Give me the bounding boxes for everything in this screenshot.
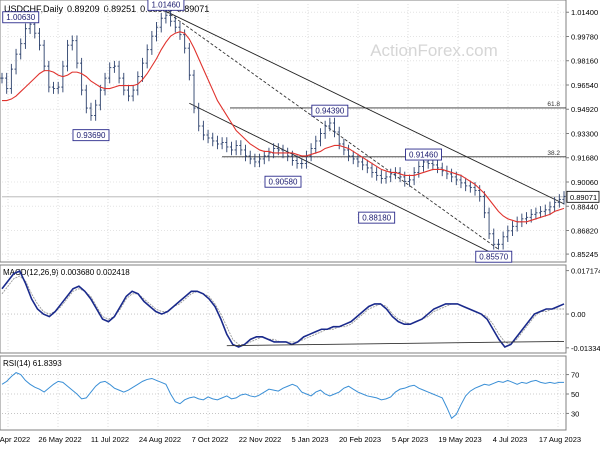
x-tick-label: 24 Aug 2022 bbox=[139, 435, 181, 444]
level-label-box bbox=[264, 175, 302, 188]
macd-trendline bbox=[226, 340, 565, 347]
rsi-tick-label: 50 bbox=[571, 390, 579, 399]
x-tick-label: 22 Nov 2022 bbox=[239, 435, 282, 444]
x-tick-label: 11 Jul 2022 bbox=[91, 435, 129, 444]
price-tick-label: 0.99780 bbox=[571, 32, 598, 41]
rsi-tick-label: 30 bbox=[571, 409, 579, 418]
price-tick-label: 1.01400 bbox=[571, 8, 598, 17]
current-price-label: 0.89071 bbox=[570, 193, 597, 202]
price-tick-label: 0.98160 bbox=[571, 57, 598, 66]
macd-tick-label: 0.017174 bbox=[571, 267, 600, 276]
macd-main-line bbox=[1, 270, 565, 348]
fib-level-label: 38.2 bbox=[547, 150, 560, 157]
level-label-box bbox=[358, 211, 396, 224]
price-tick-label: 0.96540 bbox=[571, 81, 598, 90]
level-label-box bbox=[475, 250, 513, 263]
current-price-box bbox=[566, 190, 600, 203]
x-tick-label: 5 Jan 2023 bbox=[291, 435, 328, 444]
level-label-box bbox=[2, 11, 40, 24]
level-label-text: 0.94390 bbox=[315, 107, 344, 116]
dashed-trendline bbox=[165, 10, 499, 250]
rsi-panel-frame bbox=[0, 355, 567, 431]
x-tick-label: 5 Apr 2023 bbox=[392, 435, 428, 444]
rsi-line bbox=[1, 372, 564, 420]
macd-panel-frame bbox=[0, 264, 567, 354]
x-tick-label: 19 May 2023 bbox=[438, 435, 481, 444]
macd-tick-label: 0.00 bbox=[571, 310, 586, 319]
watermark: ActionForex.com bbox=[370, 41, 498, 60]
symbol-label: USDCHF bbox=[4, 4, 42, 14]
grid-layer bbox=[2, 4, 564, 428]
price-layer: 61.8 38.2 1.00630 0.93690 1.01460 0.90580 0.94… bbox=[0, 0, 566, 263]
channel-upper-line bbox=[165, 10, 565, 205]
ohlc-high: 0.89251 bbox=[104, 4, 137, 14]
macd-label: MACD(12,26,9) 0.003680 0.002418 bbox=[3, 268, 130, 277]
level-label-text: 1.01460 bbox=[151, 1, 180, 10]
level-label-box bbox=[405, 148, 442, 161]
price-tick-label: 0.90060 bbox=[571, 178, 598, 187]
level-label-box bbox=[72, 129, 110, 142]
moving-average-line bbox=[2, 31, 565, 223]
level-label-box bbox=[311, 104, 349, 117]
price-tick-label: 0.94920 bbox=[571, 105, 598, 114]
axes-layer: 12 Apr 2022 26 May 2022 11 Jul 2022 24 Aug … bbox=[0, 8, 600, 444]
rsi-tick-label: 70 bbox=[571, 371, 579, 380]
x-tick-label: 12 Apr 2022 bbox=[0, 435, 30, 444]
macd-tick-label: -0.01334 bbox=[571, 344, 600, 353]
ohlc-close: 0.89071 bbox=[177, 4, 210, 14]
price-tick-label: 0.85245 bbox=[571, 250, 598, 259]
x-tick-label: 17 Aug 2023 bbox=[539, 435, 581, 444]
x-tick-label: 26 May 2022 bbox=[38, 435, 81, 444]
level-label-box bbox=[147, 0, 185, 11]
price-tick-label: 0.88440 bbox=[571, 202, 598, 211]
x-tick-label: 7 Oct 2022 bbox=[192, 435, 229, 444]
channel-lower-line bbox=[189, 102, 499, 257]
level-label-text: 0.85570 bbox=[479, 253, 508, 262]
timeframe-label: Daily bbox=[43, 4, 64, 14]
header-separator: , bbox=[41, 4, 44, 14]
level-label-text: 0.91460 bbox=[409, 150, 438, 159]
rsi-layer bbox=[1, 372, 564, 420]
price-tick-label: 0.86820 bbox=[571, 227, 598, 236]
level-label-text: 0.88180 bbox=[362, 214, 391, 223]
rsi-label: RSI(14) 61.8393 bbox=[3, 359, 62, 368]
ohlc-open: 0.89209 bbox=[67, 4, 100, 14]
macd-layer bbox=[1, 270, 565, 348]
x-tick-label: 4 Jul 2023 bbox=[493, 435, 528, 444]
level-label-text: 1.00630 bbox=[6, 13, 35, 22]
price-tick-label: 0.91680 bbox=[571, 154, 598, 163]
fib-level-label: 61.8 bbox=[547, 101, 560, 108]
level-label-text: 0.90580 bbox=[269, 178, 298, 187]
level-label-text: 0.93690 bbox=[77, 131, 106, 140]
x-tick-label: 20 Feb 2023 bbox=[339, 435, 381, 444]
price-panel-frame bbox=[0, 0, 567, 263]
price-tick-label: 0.93300 bbox=[571, 129, 598, 138]
